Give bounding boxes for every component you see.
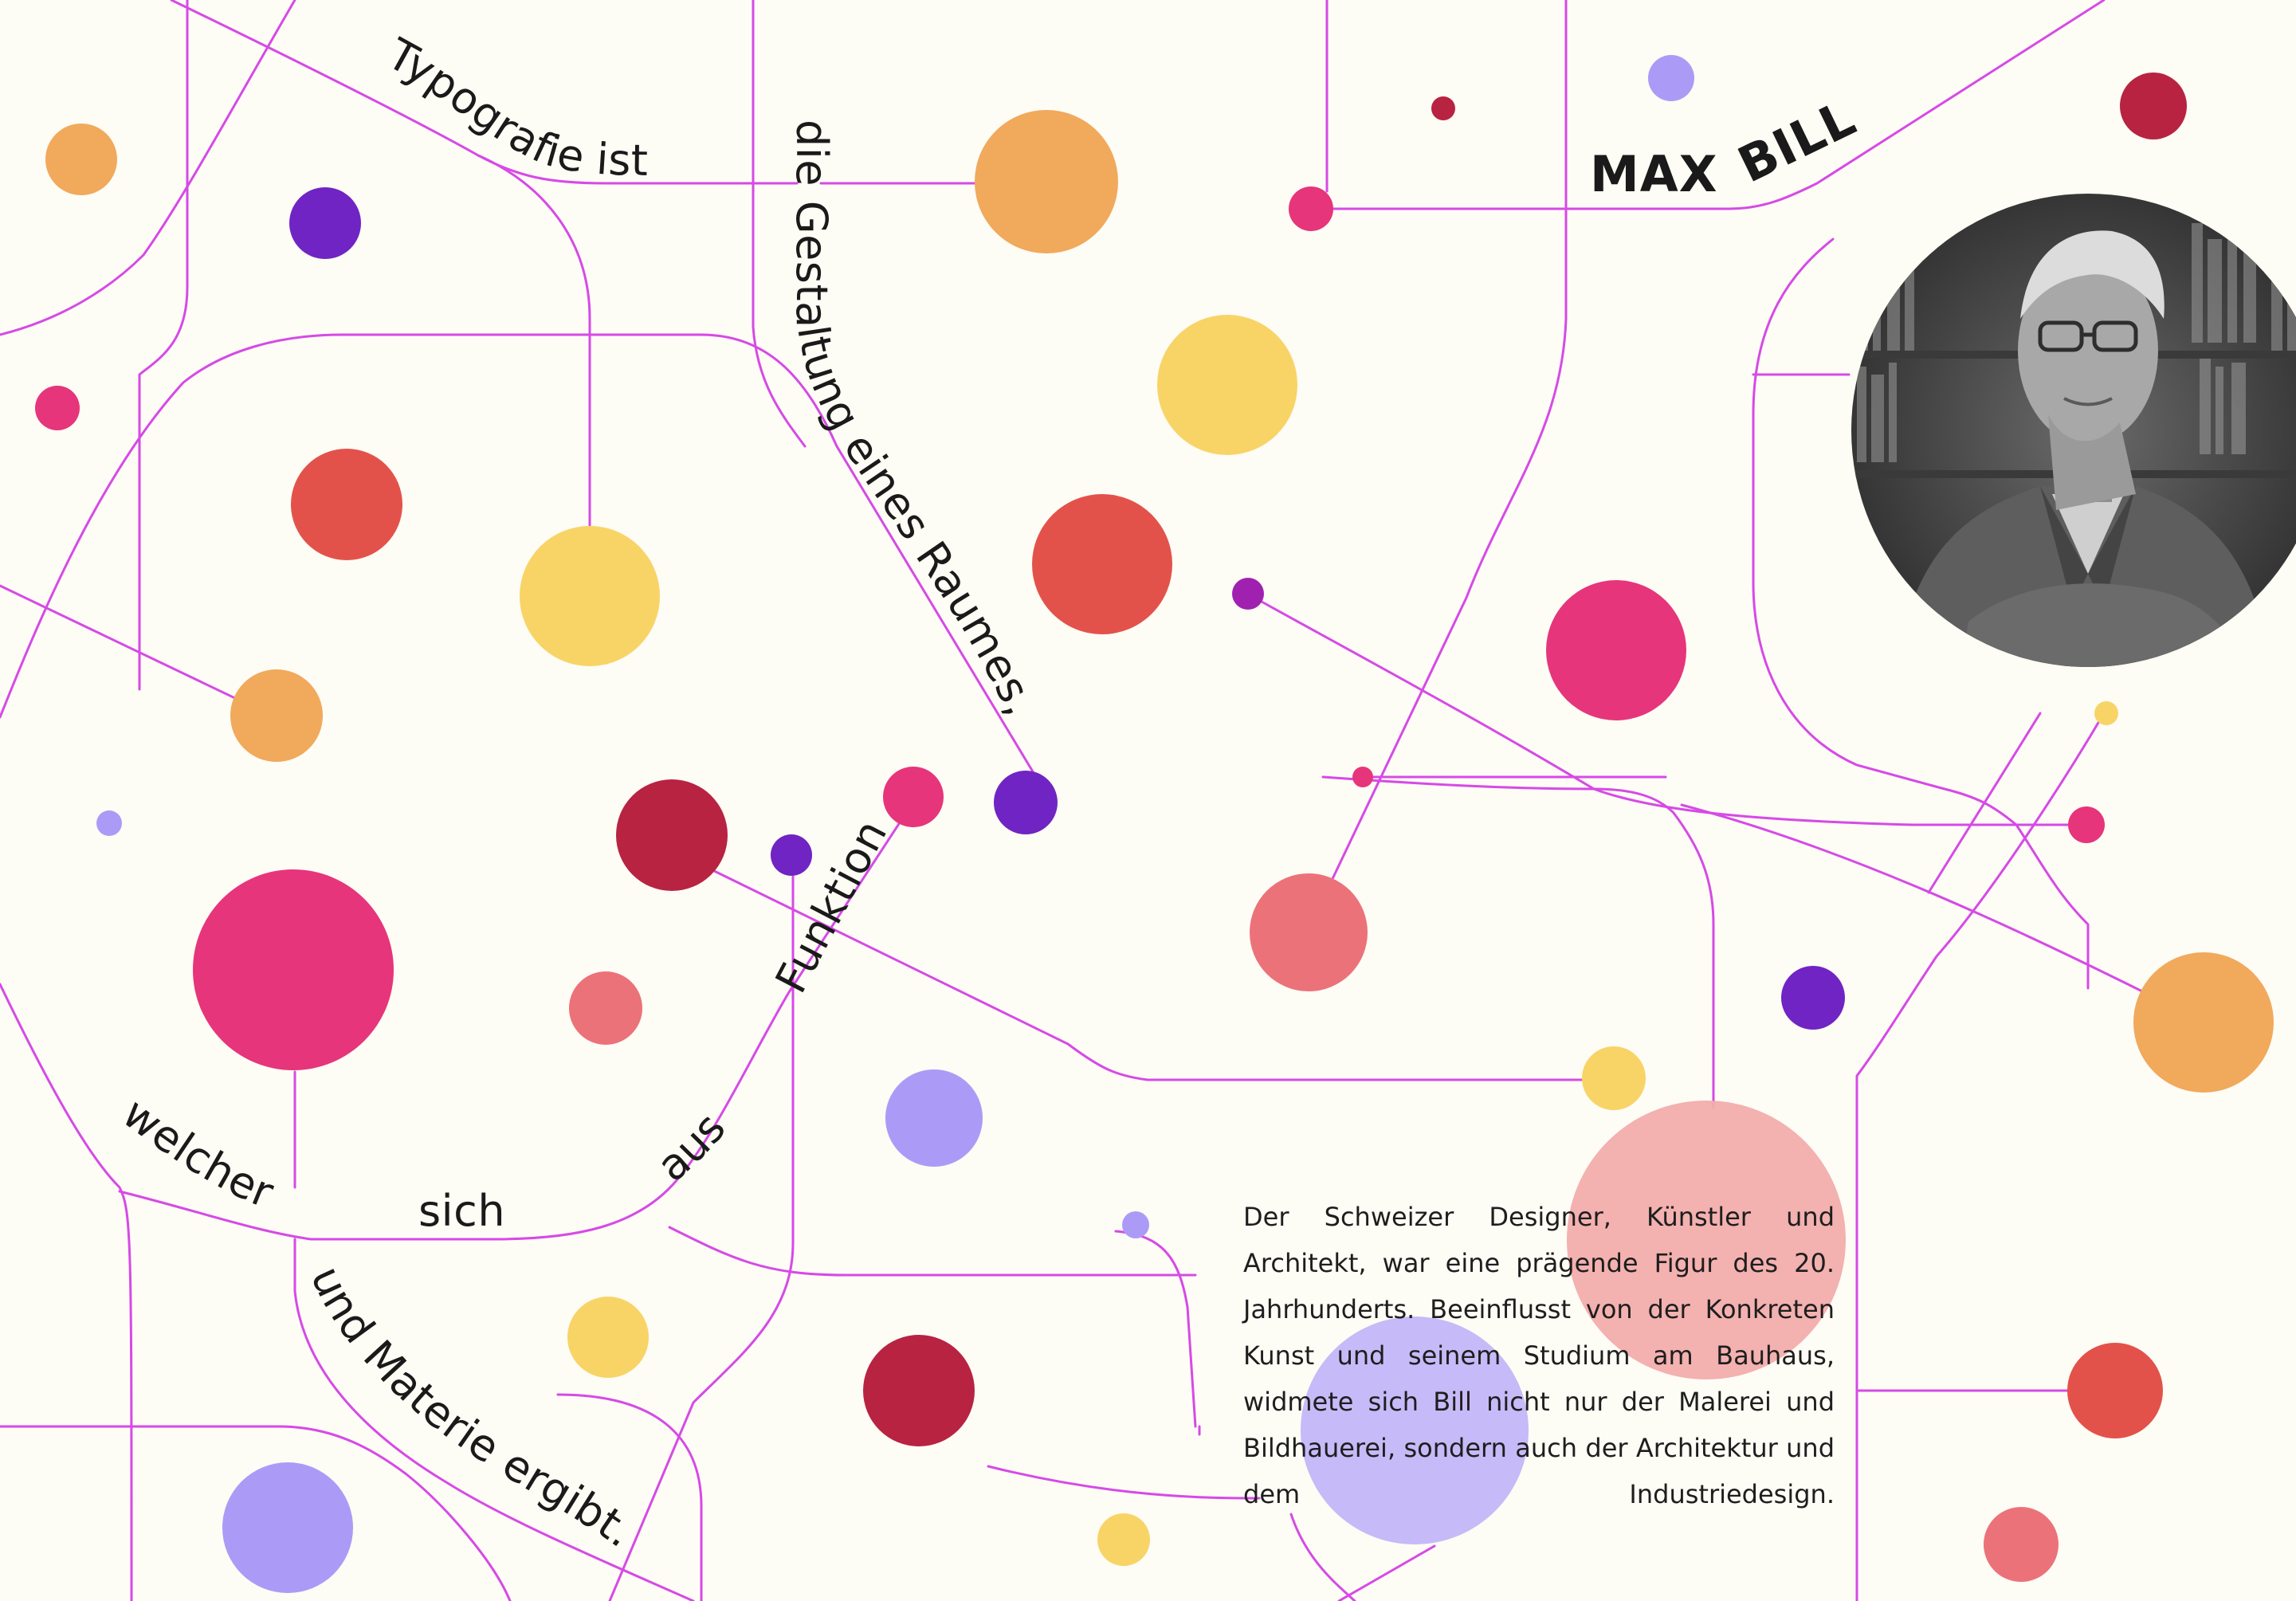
dot <box>96 810 122 836</box>
dot <box>222 1462 353 1593</box>
dot <box>291 449 402 560</box>
dot <box>1122 1211 1149 1238</box>
dot <box>2094 701 2118 725</box>
network-line <box>1927 712 2042 894</box>
network-line <box>700 863 1611 1081</box>
dot <box>994 771 1058 834</box>
dots <box>35 55 2274 1593</box>
page-title: MAX BILL <box>1590 88 1865 203</box>
dot <box>1097 1513 1150 1566</box>
dot <box>289 187 361 259</box>
dot <box>885 1069 983 1167</box>
network-line <box>0 584 277 719</box>
dot <box>1232 578 1264 610</box>
poem-segment-aus: aus <box>647 1103 735 1191</box>
poem-segment-typografie: Typografie ist <box>379 29 648 186</box>
poem-segment: aus <box>647 1103 736 1191</box>
network-line <box>752 0 807 448</box>
dot <box>193 869 394 1070</box>
network-line <box>138 0 189 691</box>
title-last: BILL <box>1729 88 1865 194</box>
dot <box>975 110 1118 253</box>
dot <box>1250 873 1368 991</box>
network-line <box>170 0 799 185</box>
network-line <box>0 333 1038 779</box>
network-line <box>556 1393 703 1601</box>
network-line <box>1246 592 2082 826</box>
dot <box>569 971 642 1045</box>
poem-segment: Typografie ist <box>379 29 649 186</box>
network-line <box>0 0 296 336</box>
title-last-name: BILL <box>1729 88 1864 194</box>
network-line <box>1337 1544 1436 1601</box>
title-first: MAX <box>1590 145 1718 203</box>
network-line <box>118 795 918 1241</box>
poem-segment-welcher: welcher <box>113 1088 280 1218</box>
dot <box>1984 1507 2059 1582</box>
dot <box>883 767 944 827</box>
dot <box>771 834 812 876</box>
dot <box>1301 1317 1529 1544</box>
dot <box>1032 494 1172 634</box>
network-line <box>668 1226 1197 1277</box>
dot <box>2068 806 2105 843</box>
dot <box>1289 186 1333 231</box>
network-line <box>1680 803 2153 998</box>
dot <box>1352 767 1373 787</box>
biography-text: Der Schweizer Designer, Künstler und Arc… <box>1243 1202 1835 1509</box>
dot <box>2133 952 2274 1093</box>
poem-segment: welcher <box>113 1088 281 1218</box>
network-line <box>1752 237 2090 990</box>
dot <box>1431 96 1455 120</box>
portrait-icon <box>1851 194 2296 667</box>
network-line <box>0 983 133 1601</box>
network-line <box>477 154 591 528</box>
poem-segment: sich <box>418 1186 505 1236</box>
dot <box>520 526 660 666</box>
network-line <box>1305 0 1568 934</box>
network-line <box>293 1238 695 1601</box>
dot <box>863 1335 975 1446</box>
network-line <box>1114 1230 1197 1428</box>
dot <box>1781 966 1845 1030</box>
dot <box>567 1297 649 1378</box>
network-line <box>1855 712 2106 1601</box>
network-line <box>987 1465 1261 1500</box>
dot <box>1648 55 1694 101</box>
dot <box>1567 1101 1846 1379</box>
dot <box>1546 580 1686 720</box>
network-line <box>608 875 795 1601</box>
network-line <box>0 1425 512 1601</box>
dot <box>1157 315 1297 455</box>
dot <box>2120 73 2187 139</box>
title-first-name: MAX <box>1590 145 1717 203</box>
dot <box>45 124 117 195</box>
dot <box>616 779 728 891</box>
network-line <box>1289 1513 1356 1601</box>
dot <box>2067 1343 2163 1438</box>
dot <box>1582 1046 1646 1110</box>
dot <box>230 669 323 762</box>
network-lines <box>0 0 2153 1601</box>
dot <box>35 386 80 430</box>
poem-segment-sich: sich <box>418 1186 505 1236</box>
network-line <box>1321 775 1715 1109</box>
network-line <box>1309 0 2106 210</box>
